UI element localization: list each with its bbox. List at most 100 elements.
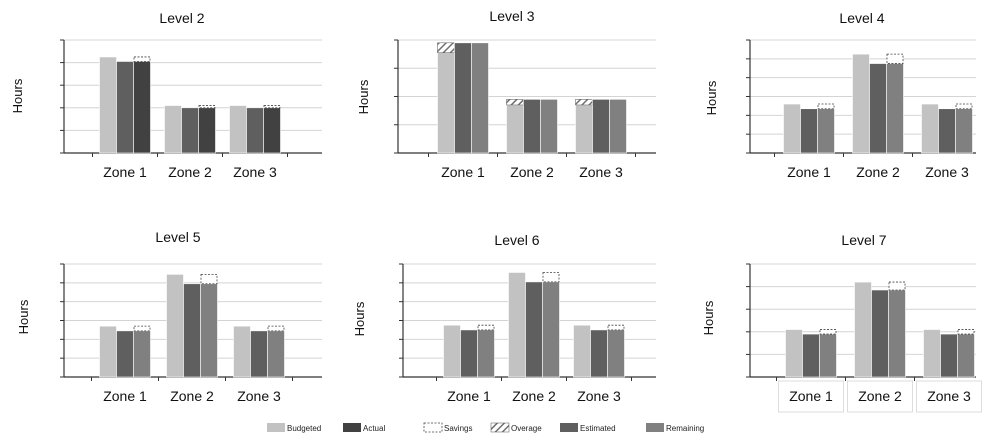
bar-estimated — [460, 329, 478, 378]
bar-budgeted — [443, 324, 461, 378]
bar-estimated — [525, 281, 543, 378]
bar-overage — [575, 99, 593, 106]
bar-savings — [267, 325, 285, 332]
bar-savings — [542, 272, 560, 283]
bar-estimated — [940, 333, 958, 378]
category-label: Zone 1 — [787, 164, 831, 180]
bar-savings — [200, 273, 218, 285]
bar-estimated — [116, 330, 134, 378]
bar-estimated — [871, 289, 889, 378]
category-frame — [916, 380, 982, 413]
legend-label-estimated: Estimated — [580, 424, 616, 433]
category-label: Zone 2 — [512, 388, 556, 404]
bar-budgeted — [233, 325, 251, 378]
bar-remaining — [477, 329, 495, 378]
legend-swatch-estimated — [560, 423, 578, 432]
bar-budgeted — [166, 274, 184, 378]
category-label: Zone 3 — [233, 164, 277, 180]
chart-level-3: Level 3 Hours Zone 1 Zone 2 Zone 3 — [356, 8, 656, 180]
bar-remaining — [819, 333, 837, 378]
bar-budgeted — [506, 104, 524, 154]
bar-savings — [607, 324, 625, 331]
chart-title: Level 4 — [839, 10, 884, 26]
bar-remaining — [609, 99, 627, 154]
bar-savings — [477, 324, 495, 331]
legend-label-actual: Actual — [363, 424, 385, 433]
legend-swatch-savings — [423, 422, 443, 433]
category-label: Zone 1 — [789, 388, 833, 404]
bar-savings — [133, 325, 151, 332]
category-label: Zone 1 — [103, 388, 147, 404]
bar-savings — [886, 53, 904, 64]
chart-title: Level 3 — [489, 8, 534, 24]
bar-budgeted — [854, 281, 872, 378]
legend: Budgeted Actual Savings Overage Estimated Rem… — [267, 422, 704, 433]
chart-level-6: Level 6 Hours Zone 1 Zone 2 Zone 3 — [352, 232, 656, 404]
bar-estimated — [454, 42, 472, 154]
bar-remaining — [957, 333, 975, 378]
bar-actual — [116, 61, 134, 154]
bar-remaining — [888, 289, 906, 378]
legend-label-savings: Savings — [444, 424, 472, 433]
category-label: Zone 3 — [927, 388, 971, 404]
legend-swatch-budgeted — [267, 423, 285, 432]
bar-savings — [198, 105, 216, 109]
bar-actual — [198, 107, 216, 154]
chart-level-7: Level 7 Hours Zone 1 Zone 2 Zone 3 — [701, 232, 982, 413]
chart-title: Level 2 — [159, 10, 204, 26]
chart-level-2: Level 2 Hours Zone 1 Zone 2 Zone 3 — [10, 10, 322, 180]
y-axis-label: Hours — [701, 300, 716, 335]
legend-swatch-remaining — [646, 423, 664, 432]
bar-remaining — [133, 330, 151, 378]
bar-overage — [506, 99, 524, 106]
bar-budgeted — [508, 272, 526, 378]
bar-estimated — [869, 63, 887, 154]
bar-savings — [133, 56, 151, 62]
bar-estimated — [523, 99, 541, 154]
bar-actual — [133, 61, 151, 154]
category-label: Zone 3 — [577, 388, 621, 404]
bar-budgeted — [783, 103, 801, 154]
category-label: Zone 1 — [447, 388, 491, 404]
bar-remaining — [607, 329, 625, 378]
bar-savings — [955, 103, 973, 110]
bar-budgeted — [573, 324, 591, 378]
bar-remaining — [200, 283, 218, 378]
bar-remaining — [471, 42, 489, 154]
bar-estimated — [938, 108, 956, 154]
category-label: Zone 3 — [925, 164, 969, 180]
bar-estimated — [802, 333, 820, 378]
legend-swatch-actual — [343, 423, 361, 432]
bar-remaining — [542, 281, 560, 378]
category-label: Zone 3 — [237, 388, 281, 404]
chart-title: Level 7 — [841, 232, 886, 248]
y-axis-label: Hours — [10, 78, 25, 113]
y-axis-label: Hours — [704, 80, 719, 115]
category-label: Zone 2 — [170, 388, 214, 404]
bar-savings — [263, 105, 281, 109]
bar-estimated — [183, 283, 201, 378]
bar-estimated — [250, 330, 268, 378]
category-label: Zone 3 — [579, 164, 623, 180]
bar-budgeted — [575, 104, 593, 154]
bar-budgeted — [437, 52, 455, 154]
category-label: Zone 1 — [103, 164, 147, 180]
legend-label-budgeted: Budgeted — [287, 424, 321, 433]
legend-swatch-overage — [490, 422, 510, 433]
category-frame — [778, 380, 844, 413]
bar-remaining — [955, 108, 973, 154]
bar-savings — [817, 103, 835, 110]
bar-remaining — [540, 99, 558, 154]
category-label: Zone 2 — [168, 164, 212, 180]
bar-actual — [181, 107, 199, 154]
chart-title: Level 5 — [155, 229, 200, 245]
chart-level-5: Level 5 Hours Zone 1 Zone 2 Zone 3 — [16, 229, 322, 404]
bar-estimated — [800, 108, 818, 154]
bar-remaining — [267, 330, 285, 378]
category-label: Zone 2 — [510, 164, 554, 180]
bar-remaining — [886, 63, 904, 154]
chart-title: Level 6 — [494, 232, 539, 248]
bar-remaining — [817, 108, 835, 154]
bar-budgeted — [99, 325, 117, 378]
